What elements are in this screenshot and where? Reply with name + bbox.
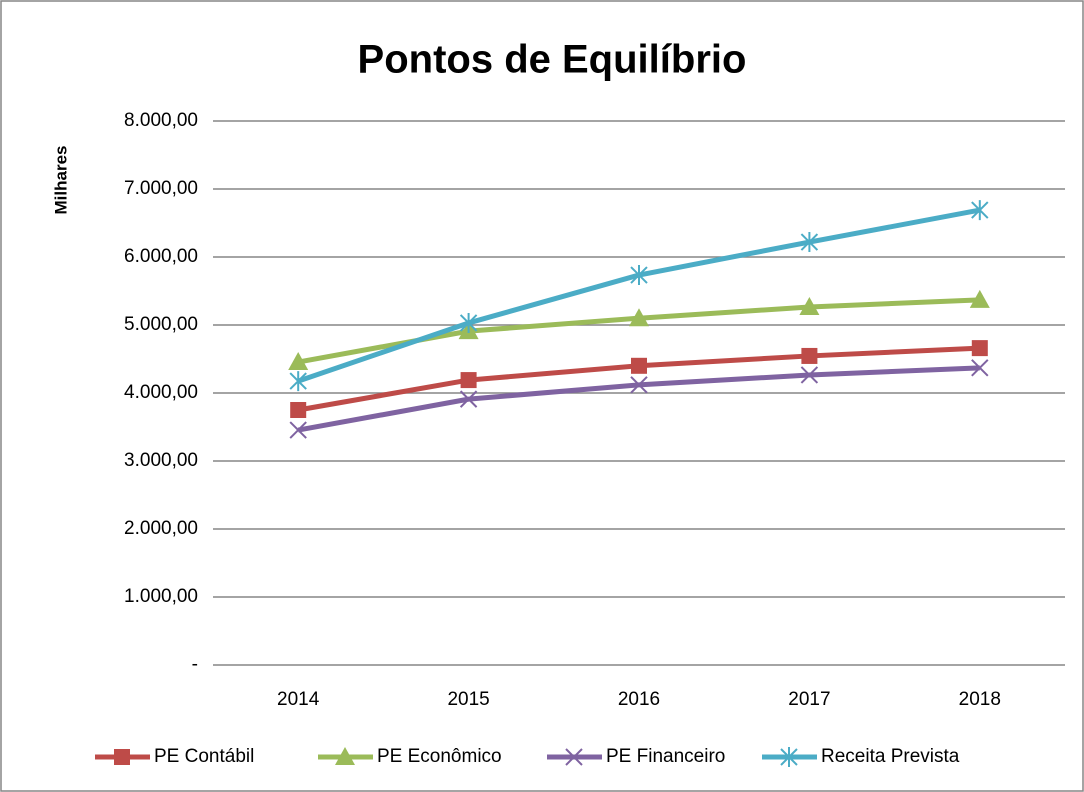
marker (459, 312, 478, 333)
marker (631, 357, 647, 374)
marker (288, 352, 309, 371)
y-tick-label: 5.000,00 (124, 314, 198, 335)
marker (971, 200, 989, 221)
marker (780, 747, 798, 767)
marker (565, 748, 583, 766)
y-tick-label: 2.000,00 (124, 518, 198, 539)
marker (335, 747, 355, 765)
y-axis-label: Milhares (51, 146, 70, 215)
marker (289, 421, 307, 439)
y-tick-label: 6.000,00 (124, 246, 198, 267)
marker (969, 289, 990, 308)
marker (630, 265, 648, 286)
marker (459, 390, 478, 408)
y-tick-label: - (192, 654, 198, 675)
y-tick-label: 1.000,00 (124, 586, 198, 607)
marker (629, 308, 649, 327)
x-tick-label: 2014 (277, 689, 320, 710)
legend-label: PE Financeiro (606, 746, 725, 767)
marker (290, 402, 307, 418)
y-tick-label: 3.000,00 (124, 450, 198, 471)
y-tick-label: 8.000,00 (124, 110, 198, 131)
y-tick-label: 7.000,00 (124, 178, 198, 199)
marker (800, 366, 819, 384)
marker (971, 340, 988, 357)
marker (630, 376, 648, 394)
marker (289, 371, 307, 392)
marker (971, 359, 989, 377)
x-tick-label: 2017 (788, 689, 830, 710)
y-tick-label: 4.000,00 (124, 382, 198, 403)
legend-label: PE Econômico (377, 746, 502, 767)
marker (800, 232, 819, 253)
marker (799, 296, 820, 315)
x-tick-label: 2018 (959, 689, 1001, 710)
x-tick-label: 2015 (447, 689, 489, 710)
legend-label: PE Contábil (154, 746, 254, 767)
chart-title: Pontos de Equilíbrio (358, 38, 747, 82)
marker (114, 749, 130, 765)
marker (801, 347, 818, 364)
marker (460, 372, 477, 389)
legend-label: Receita Prevista (821, 746, 960, 767)
x-tick-label: 2016 (618, 689, 660, 710)
